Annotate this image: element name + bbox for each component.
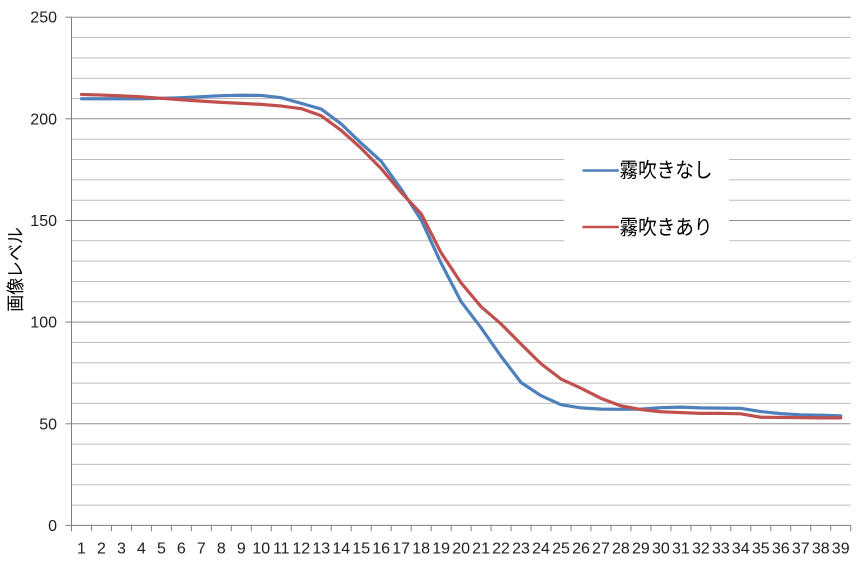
svg-text:250: 250 — [30, 10, 57, 27]
svg-text:10: 10 — [252, 541, 270, 558]
svg-text:11: 11 — [273, 541, 290, 558]
svg-text:150: 150 — [30, 213, 57, 230]
svg-text:12: 12 — [292, 541, 310, 558]
svg-text:28: 28 — [612, 541, 630, 558]
svg-text:23: 23 — [512, 541, 530, 558]
svg-text:3: 3 — [117, 541, 126, 558]
svg-text:7: 7 — [197, 541, 206, 558]
svg-text:26: 26 — [572, 541, 590, 558]
svg-text:31: 31 — [672, 541, 690, 558]
svg-text:34: 34 — [732, 541, 750, 558]
svg-text:2: 2 — [97, 541, 106, 558]
svg-text:6: 6 — [177, 541, 186, 558]
svg-text:200: 200 — [30, 111, 57, 128]
svg-text:39: 39 — [832, 541, 850, 558]
svg-text:13: 13 — [312, 541, 330, 558]
svg-text:30: 30 — [652, 541, 670, 558]
svg-text:20: 20 — [452, 541, 470, 558]
svg-text:9: 9 — [237, 541, 246, 558]
svg-text:15: 15 — [352, 541, 370, 558]
svg-text:38: 38 — [812, 541, 830, 558]
svg-text:37: 37 — [792, 541, 810, 558]
svg-text:32: 32 — [692, 541, 710, 558]
svg-text:8: 8 — [217, 541, 226, 558]
svg-text:24: 24 — [532, 541, 550, 558]
svg-text:25: 25 — [552, 541, 570, 558]
svg-text:1: 1 — [77, 541, 86, 558]
svg-text:29: 29 — [632, 541, 650, 558]
svg-text:36: 36 — [772, 541, 790, 558]
svg-text:27: 27 — [592, 541, 610, 558]
svg-text:14: 14 — [332, 541, 350, 558]
svg-text:18: 18 — [412, 541, 430, 558]
svg-text:50: 50 — [39, 416, 57, 433]
svg-text:4: 4 — [137, 541, 146, 558]
svg-text:17: 17 — [392, 541, 410, 558]
svg-text:19: 19 — [432, 541, 450, 558]
svg-text:100: 100 — [30, 315, 57, 332]
svg-text:5: 5 — [157, 541, 166, 558]
svg-text:22: 22 — [492, 541, 510, 558]
svg-text:21: 21 — [472, 541, 490, 558]
svg-text:0: 0 — [48, 518, 57, 535]
svg-text:16: 16 — [372, 541, 390, 558]
svg-text:35: 35 — [752, 541, 770, 558]
svg-text:33: 33 — [712, 541, 730, 558]
